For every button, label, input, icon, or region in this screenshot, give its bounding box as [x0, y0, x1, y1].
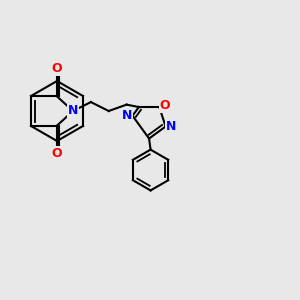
Text: O: O	[159, 99, 170, 112]
Text: N: N	[68, 104, 78, 118]
Text: N: N	[122, 109, 132, 122]
Text: N: N	[166, 120, 176, 133]
Text: O: O	[51, 62, 62, 76]
Text: O: O	[51, 146, 62, 160]
